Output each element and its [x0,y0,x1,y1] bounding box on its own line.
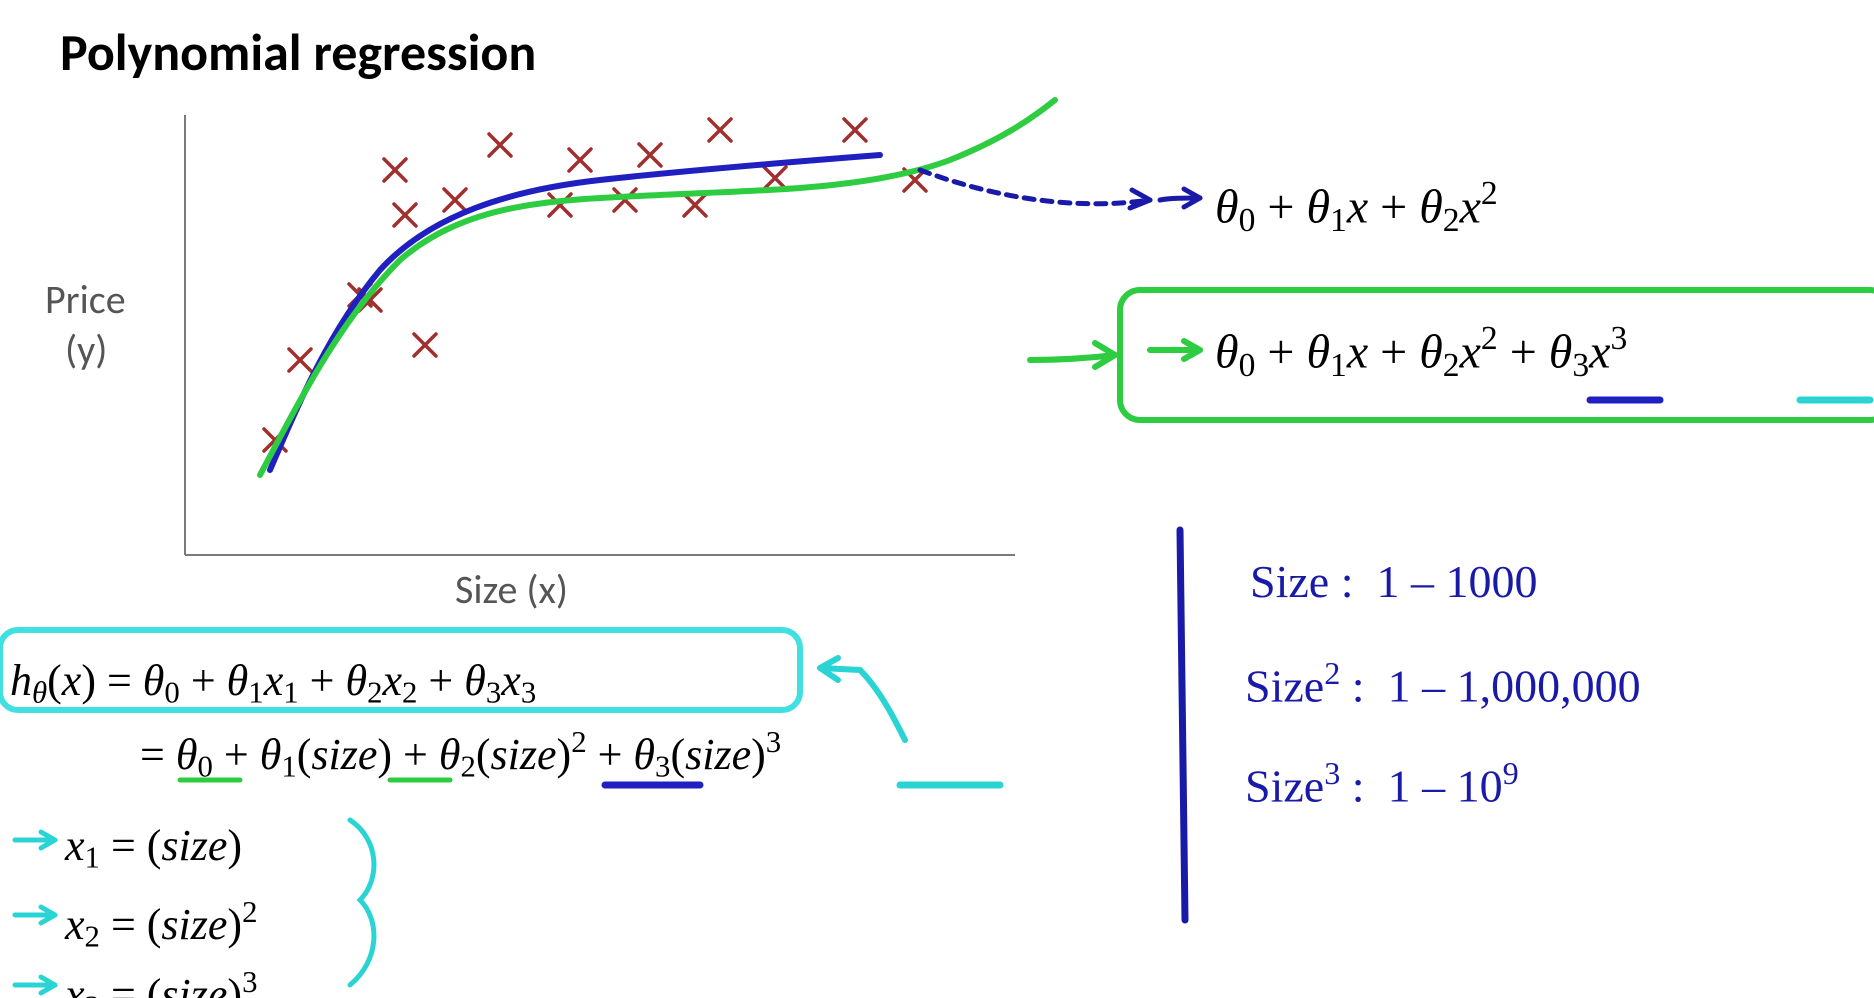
y-axis-label-price: Price [45,275,126,324]
data-marker [844,119,866,141]
data-marker [349,284,371,306]
cyan-brace [350,820,374,985]
equation-x1-def: x1 = (size) [65,820,242,876]
arrow-to-cubic-head [1095,343,1115,367]
equation-x2-def: x2 = (size)2 [65,895,257,955]
data-marker [489,134,511,156]
cyan-arrow-x2-head [41,907,55,923]
arrow-to-quadratic-head [1130,190,1150,208]
arrow-to-cubic [1030,355,1115,360]
arrow-inside-quadratic-head [1184,189,1200,207]
vertical-separator [1180,530,1185,920]
data-marker [359,289,381,311]
data-marker [614,189,636,211]
equation-hypothesis-line2: = θ0 + θ1(size) + θ2(size)2 + θ3(size)3 [140,725,781,785]
data-marker [414,334,436,356]
cyan-arrow-x3-head [41,977,55,993]
data-marker [384,159,406,181]
data-marker [264,429,286,451]
cyan-callback-arrow [820,668,905,740]
data-marker [904,169,926,191]
handwritten-size-range: Size : 1 – 1000 [1250,555,1537,608]
handwritten-size2-range: Size2 : 1 – 1,000,000 [1245,655,1641,713]
arrow-inside-cubic-head [1184,341,1200,359]
data-marker [444,189,466,211]
x-axis-label: Size (x) [455,565,568,614]
quadratic-fit-curve [270,155,880,470]
data-marker [639,144,661,166]
equation-cubic: θ0 + θ1x + θ2x2 + θ3x3 [1215,320,1627,385]
data-marker [684,194,706,216]
data-marker [549,194,571,216]
data-marker [709,119,731,141]
data-marker [289,349,311,371]
equation-x3-def: x3 = (size)3 [65,965,257,998]
arrow-to-quadratic [920,170,1150,204]
y-axis-label-y: (y) [65,325,107,374]
cubic-fit-curve [260,100,1055,475]
data-marker [569,149,591,171]
cyan-arrow-x1-head [41,832,55,848]
arrow-inside-quadratic [1160,198,1200,200]
data-marker [764,167,786,189]
cyan-callback-arrow-head [820,658,838,680]
data-marker [394,204,416,226]
equation-hypothesis-line1: hθ(x) = θ0 + θ1x1 + θ2x2 + θ3x3 [10,655,536,711]
drawing-layer [0,0,1874,998]
equation-quadratic: θ0 + θ1x + θ2x2 [1215,175,1498,240]
page-title: Polynomial regression [60,20,536,84]
handwritten-size3-range: Size3 : 1 – 109 [1245,755,1519,813]
